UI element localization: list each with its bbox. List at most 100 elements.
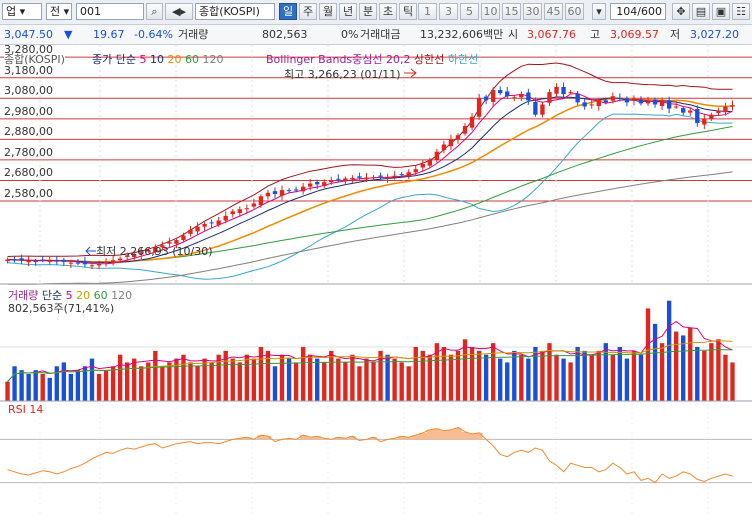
speaker-icon[interactable]: ◀▸ <box>165 3 193 20</box>
candle-body <box>350 178 355 180</box>
period-button-5[interactable]: 초 <box>379 3 397 20</box>
period-button-4[interactable]: 분 <box>359 3 377 20</box>
candle-body <box>519 94 524 98</box>
candle-body <box>631 98 637 101</box>
volume-bar <box>498 358 503 401</box>
volume-bar <box>343 362 348 401</box>
volume-bar <box>230 358 235 401</box>
period-button-6[interactable]: 틱 <box>399 3 417 20</box>
candle-body <box>174 240 179 244</box>
interval-button-30[interactable]: 30 <box>523 3 542 20</box>
candle-body <box>139 252 144 255</box>
candle-body <box>420 164 425 168</box>
lower-band-label: 하한선 <box>447 53 479 66</box>
period-button-3[interactable]: 년 <box>339 3 357 20</box>
candle-body <box>293 189 299 191</box>
candle-body <box>603 100 608 103</box>
code-input[interactable]: 001 <box>76 3 144 20</box>
candle-body <box>258 196 264 206</box>
volume-bar <box>723 354 728 401</box>
interval-button-60[interactable]: 60 <box>565 3 584 20</box>
volume-bar <box>540 350 545 401</box>
volume-bar <box>300 347 306 401</box>
candle-body <box>371 177 376 179</box>
volume-bar <box>483 354 489 401</box>
volume-bar <box>526 358 531 401</box>
market-select[interactable]: 업 ▾ <box>2 3 42 20</box>
volume-bar <box>132 358 137 401</box>
prev-select[interactable]: 전 ▾ <box>46 3 72 20</box>
indicator-icon[interactable]: ▤ <box>692 3 710 20</box>
current-price: 3,047.50 <box>4 28 53 41</box>
volume-bar <box>89 358 95 401</box>
candle-body <box>167 242 172 244</box>
candle-body <box>364 177 369 180</box>
volume-bar <box>153 350 158 401</box>
ma120-line <box>7 171 733 285</box>
period-button-1[interactable]: 주 <box>299 3 317 20</box>
interval-button-10[interactable]: 10 <box>481 3 500 20</box>
candle-body <box>378 175 383 177</box>
max-annotation: 최고 3,266,23 (01/11) <box>284 68 401 81</box>
candle-body <box>688 110 693 113</box>
interval-button-3[interactable]: 3 <box>439 3 458 20</box>
volume-bars <box>5 300 735 401</box>
min-arrow-icon <box>85 246 96 256</box>
volume-bar <box>160 366 165 401</box>
volume-bar <box>5 381 10 401</box>
chevron-down-icon[interactable]: ▾ <box>592 3 606 20</box>
volume-bar <box>19 370 24 401</box>
candle-body <box>455 135 461 140</box>
volume-bar <box>223 350 228 401</box>
volume-bar <box>26 374 31 401</box>
volume-bar <box>702 350 707 401</box>
candle-body <box>251 203 257 207</box>
volume-bar <box>638 354 644 401</box>
y-tick-label: 2,880,00 <box>4 125 53 139</box>
candle-body <box>483 96 489 101</box>
interval-button-1[interactable]: 1 <box>418 3 437 20</box>
volume-bar <box>68 374 74 401</box>
candle-body <box>26 261 31 263</box>
save-icon[interactable]: ▣ <box>712 3 730 20</box>
candle-body <box>406 172 411 176</box>
volume-bar <box>322 362 327 401</box>
interval-button-15[interactable]: 15 <box>502 3 521 20</box>
volume-bar <box>399 362 404 401</box>
volume-bar <box>406 366 411 401</box>
volume-bar <box>146 362 151 401</box>
volume-bar <box>385 354 390 401</box>
candle-body <box>427 159 433 166</box>
volume-bar <box>202 358 207 401</box>
candle-body <box>202 224 207 227</box>
upper-band-label: 상한선 <box>414 53 445 66</box>
ma5-label: 5 <box>139 53 147 66</box>
period-button-0[interactable]: 일 <box>279 3 297 20</box>
stock-chart[interactable] <box>0 45 752 518</box>
cross-tool-icon[interactable]: ✥ <box>672 3 690 20</box>
volume-bar <box>139 366 144 401</box>
candle-body <box>716 110 721 114</box>
search-icon[interactable]: ⌕ <box>146 3 163 20</box>
volume-bar <box>681 335 686 401</box>
interval-button-45[interactable]: 45 <box>544 3 563 20</box>
candle-body <box>624 98 630 103</box>
settings-icon[interactable]: ☷ <box>732 3 750 20</box>
volume-bar <box>603 343 608 401</box>
name-value: 종합(KOSPI) <box>199 5 260 18</box>
period-button-2[interactable]: 월 <box>319 3 337 20</box>
y-tick-label: 2,980,00 <box>4 104 53 118</box>
volume-bar <box>666 300 672 401</box>
candle-body <box>547 92 552 103</box>
volume-bar <box>434 343 440 401</box>
interval-button-5[interactable]: 5 <box>460 3 479 20</box>
candle-body <box>209 222 214 224</box>
code-value: 001 <box>80 5 101 18</box>
volume-bar <box>709 343 714 401</box>
rsi-chart <box>0 407 752 515</box>
candle-body <box>110 260 116 264</box>
volume-bar <box>33 370 38 401</box>
volume-bar <box>652 323 658 401</box>
bollinger-label: Bollinger Bands중심선 20,2 <box>266 53 411 66</box>
